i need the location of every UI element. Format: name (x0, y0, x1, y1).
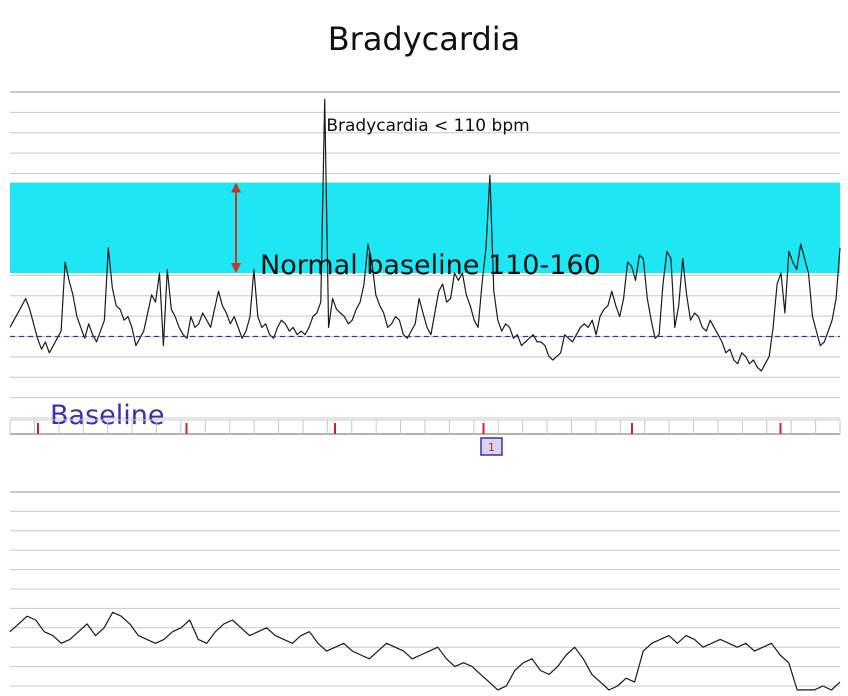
bottom-chart-grid (10, 491, 840, 687)
fhr-trace-line (9, 98, 841, 372)
arrow-head-up (231, 182, 241, 193)
time-tick-row (9, 419, 841, 435)
chart-subtitle: Bradycardia < 110 bpm (326, 116, 529, 136)
page-title: Bradycardia (327, 20, 521, 58)
arrow-head-down (231, 263, 241, 274)
normal-baseline-band (10, 182, 840, 274)
marker-box (480, 437, 503, 456)
band-range-arrow (231, 182, 241, 274)
bottom-uterine-trace (9, 611, 841, 691)
uterine-trace-line (9, 611, 841, 691)
marker-label: 1 (488, 441, 495, 454)
top-fhr-trace (9, 98, 841, 372)
band-label: Normal baseline 110-160 (260, 250, 601, 281)
